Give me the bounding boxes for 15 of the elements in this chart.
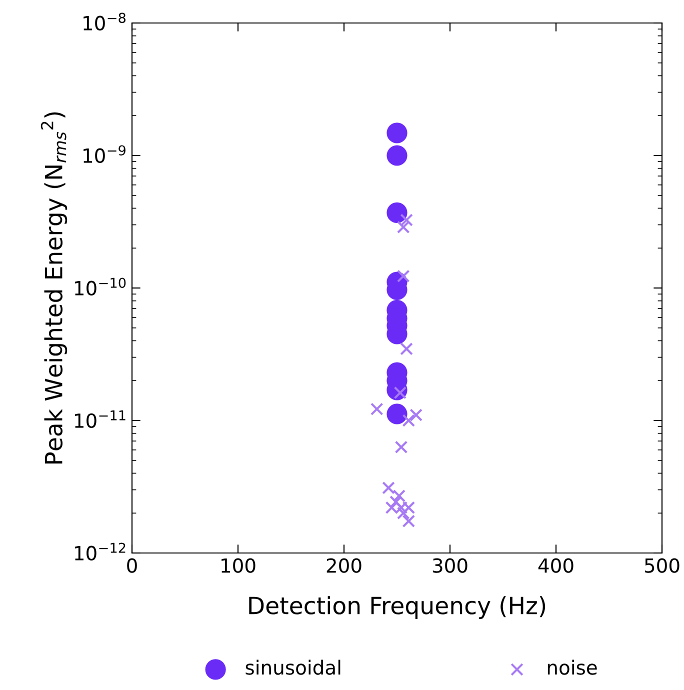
legend-label: noise	[548, 660, 597, 675]
x-tick-label: 300	[432, 558, 468, 573]
y-tick-label: 10$^{−10}$	[75, 278, 126, 296]
x-axis-title: Detection Frequency (Hz)	[249, 596, 546, 619]
y-tick-label: 10$^{−11}$	[75, 410, 126, 428]
y-tick-label: 10$^{−9}$	[84, 145, 126, 164]
x-tick-label: 100	[222, 558, 256, 573]
y-tick-label: 10$^{−8}$	[84, 12, 126, 31]
y-axis-title: Peak Weighted Energy (N$_{rms}$$^{2}$)	[40, 112, 68, 464]
x-tick-label: 400	[538, 558, 574, 573]
y-tick-label: 10$^{−12}$	[75, 542, 126, 561]
x-tick-label: 500	[644, 558, 680, 573]
legend-label: sinusoidal	[246, 660, 340, 675]
x-tick-label: 0	[127, 558, 137, 573]
x-tick-label: 200	[326, 558, 362, 573]
